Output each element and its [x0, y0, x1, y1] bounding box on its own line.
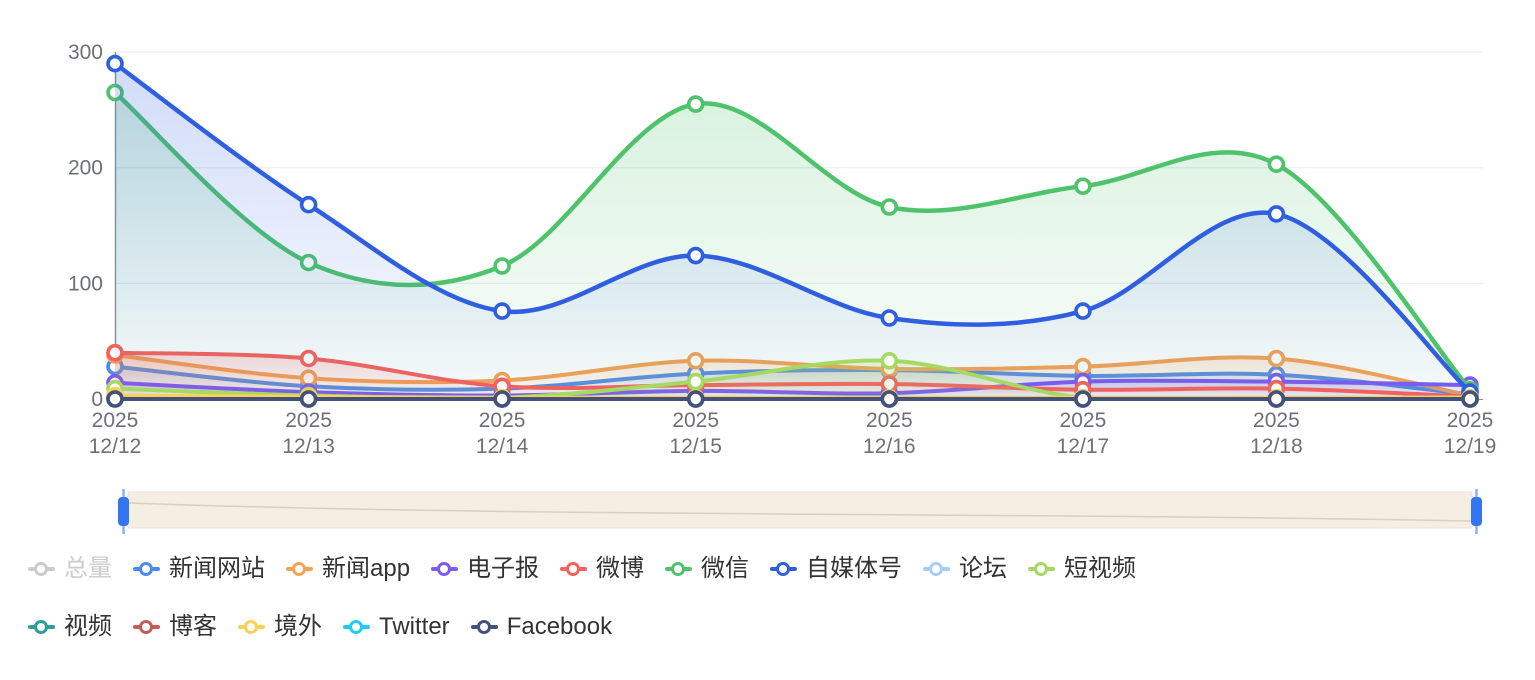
legend-line-marker-icon	[343, 619, 370, 635]
y-axis-tick-label: 300	[68, 41, 103, 64]
legend-line-marker-icon	[133, 619, 160, 635]
legend-line-marker-icon	[560, 561, 588, 577]
data-point-微信-12/16[interactable]	[880, 198, 899, 216]
legend-item-总量[interactable]: 总量	[28, 552, 112, 586]
legend-line-marker-icon	[28, 619, 55, 635]
data-zoom-track[interactable]	[127, 491, 1473, 529]
legend-line-marker-icon	[28, 561, 55, 577]
data-point-Facebook-12/13[interactable]	[299, 390, 318, 408]
data-point-微信-12/14[interactable]	[493, 257, 511, 275]
data-point-自媒体号-12/13[interactable]	[299, 195, 318, 214]
x-axis-tick-label: 2025	[285, 409, 332, 432]
data-point-短视频-12/15[interactable]	[686, 372, 705, 391]
data-point-自媒体号-12/18[interactable]	[1267, 205, 1286, 223]
legend-item-自媒体号[interactable]: 自媒体号	[770, 552, 902, 586]
legend-label: 新闻网站	[169, 555, 265, 582]
x-axis-tick-label: 12/17	[1057, 435, 1110, 458]
x-axis-tick-label: 12/18	[1250, 435, 1303, 458]
legend-line-marker-icon	[431, 561, 459, 577]
series-area	[115, 360, 1470, 399]
legend-item-新闻app[interactable]: 新闻app	[286, 552, 410, 586]
legend-item-短视频[interactable]: 短视频	[1028, 552, 1136, 586]
legend-label: 论坛	[959, 555, 1008, 582]
data-point-自媒体号-12/14[interactable]	[493, 302, 511, 320]
data-point-自媒体号-12/15[interactable]	[686, 246, 705, 265]
data-point-自媒体号-12/12[interactable]	[106, 54, 124, 73]
x-axis-tick-label: 2025	[1060, 409, 1107, 432]
data-point-微信-12/17[interactable]	[1074, 177, 1092, 195]
data-point-Facebook-12/14[interactable]	[493, 390, 511, 408]
series-Facebook[interactable]	[106, 390, 1479, 408]
legend-label: 电子报	[467, 555, 540, 582]
series-area	[115, 63, 1470, 399]
x-axis-tick-label: 2025	[479, 409, 526, 432]
legend-row-1: 总量 新闻网站 新闻app 电子报 微博 微信 自媒体号 论坛 短视频	[28, 552, 1136, 586]
legend-item-论坛[interactable]: 论坛	[923, 552, 1007, 586]
x-axis-tick-label: 12/19	[1444, 435, 1497, 458]
legend-item-视频[interactable]: 视频	[28, 610, 112, 644]
data-point-短视频-12/16[interactable]	[880, 351, 899, 370]
data-point-Facebook-12/19[interactable]	[1461, 390, 1479, 408]
data-zoom-preview-line	[127, 502, 1473, 522]
legend-label: 新闻app	[322, 555, 411, 582]
legend-item-微博[interactable]: 微博	[560, 552, 644, 586]
legend-label: Facebook	[506, 613, 613, 640]
x-axis-tick-label: 12/12	[89, 435, 142, 458]
legend-label: 微信	[701, 555, 750, 582]
legend-item-新闻网站[interactable]: 新闻网站	[133, 552, 265, 586]
x-axis-tick-label: 12/16	[863, 435, 916, 458]
data-point-Facebook-12/16[interactable]	[880, 390, 899, 408]
legend-label: Twitter	[379, 613, 450, 640]
legend-label: 视频	[64, 613, 112, 640]
data-point-自媒体号-12/17[interactable]	[1074, 302, 1092, 320]
legend-item-境外[interactable]: 境外	[238, 610, 322, 644]
legend-item-Facebook[interactable]: Facebook	[470, 610, 613, 644]
x-axis-tick-label: 12/15	[669, 435, 722, 458]
legend-label: 短视频	[1064, 555, 1137, 582]
legend-label: 博客	[169, 613, 217, 640]
legend-line-marker-icon	[1028, 561, 1056, 577]
legend-line-marker-icon	[665, 561, 693, 577]
data-point-微信-12/15[interactable]	[686, 95, 705, 113]
y-axis-tick-label: 200	[68, 157, 103, 180]
legend-item-电子报[interactable]: 电子报	[431, 552, 539, 586]
legend-line-marker-icon	[238, 619, 265, 635]
legend-item-博客[interactable]: 博客	[133, 610, 217, 644]
data-point-Facebook-12/12[interactable]	[106, 390, 124, 408]
x-axis-tick-label: 2025	[1447, 409, 1494, 432]
legend-label: 微博	[596, 555, 645, 582]
legend-line-marker-icon	[286, 561, 313, 577]
y-axis-tick-label: 0	[91, 388, 103, 411]
data-point-Facebook-12/18[interactable]	[1267, 390, 1286, 408]
data-zoom-right-handle[interactable]	[1471, 489, 1482, 534]
legend-line-marker-icon	[470, 619, 498, 635]
legend-item-Twitter[interactable]: Twitter	[343, 610, 450, 644]
x-axis-tick-label: 12/14	[476, 435, 529, 458]
x-axis-tick-label: 2025	[1253, 409, 1300, 432]
data-zoom-left-handle[interactable]	[118, 489, 129, 534]
x-axis-tick-label: 2025	[672, 409, 719, 432]
data-point-微信-12/18[interactable]	[1267, 155, 1286, 173]
legend-line-marker-icon	[133, 561, 160, 577]
legend-item-微信[interactable]: 微信	[665, 552, 749, 586]
series-自媒体号[interactable]	[106, 54, 1479, 401]
data-point-Facebook-12/15[interactable]	[686, 390, 705, 408]
x-axis-tick-label: 2025	[866, 409, 913, 432]
y-axis-tick-label: 100	[68, 272, 103, 295]
legend-row-2: 视频 博客 境外 Twitter Facebook	[28, 610, 612, 644]
x-axis-tick-label: 2025	[92, 409, 139, 432]
legend-label: 自媒体号	[806, 555, 903, 582]
data-point-自媒体号-12/16[interactable]	[880, 309, 899, 327]
legend-line-marker-icon	[923, 561, 951, 577]
x-axis-tick-label: 12/13	[282, 435, 335, 458]
chart-plot-area: 0 100 200 300 2025 12/12 2025 12/13 2025 12/14 202…	[68, 41, 1497, 534]
legend-label: 境外	[274, 613, 322, 640]
legend-line-marker-icon	[770, 561, 798, 577]
data-point-Facebook-12/17[interactable]	[1074, 390, 1092, 408]
legend-label: 总量	[64, 555, 112, 582]
